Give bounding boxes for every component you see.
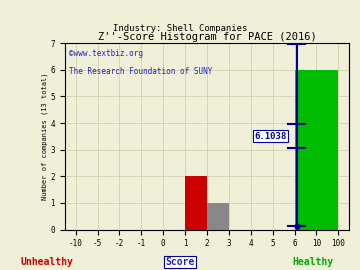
Bar (294, 70, 338, 230)
Text: Industry: Shell Companies: Industry: Shell Companies (113, 24, 247, 33)
Y-axis label: Number of companies (13 total): Number of companies (13 total) (41, 73, 48, 200)
Text: Unhealthy: Unhealthy (21, 256, 73, 266)
Bar (185, 176, 207, 230)
Text: ©www.textbiz.org: ©www.textbiz.org (69, 49, 143, 58)
Text: Healthy: Healthy (293, 256, 334, 266)
Title: Z''-Score Histogram for PACE (2016): Z''-Score Histogram for PACE (2016) (98, 32, 316, 42)
Text: Score: Score (165, 256, 195, 266)
Bar (207, 203, 229, 230)
Text: The Research Foundation of SUNY: The Research Foundation of SUNY (69, 68, 212, 76)
Text: 6.1038: 6.1038 (255, 132, 287, 141)
